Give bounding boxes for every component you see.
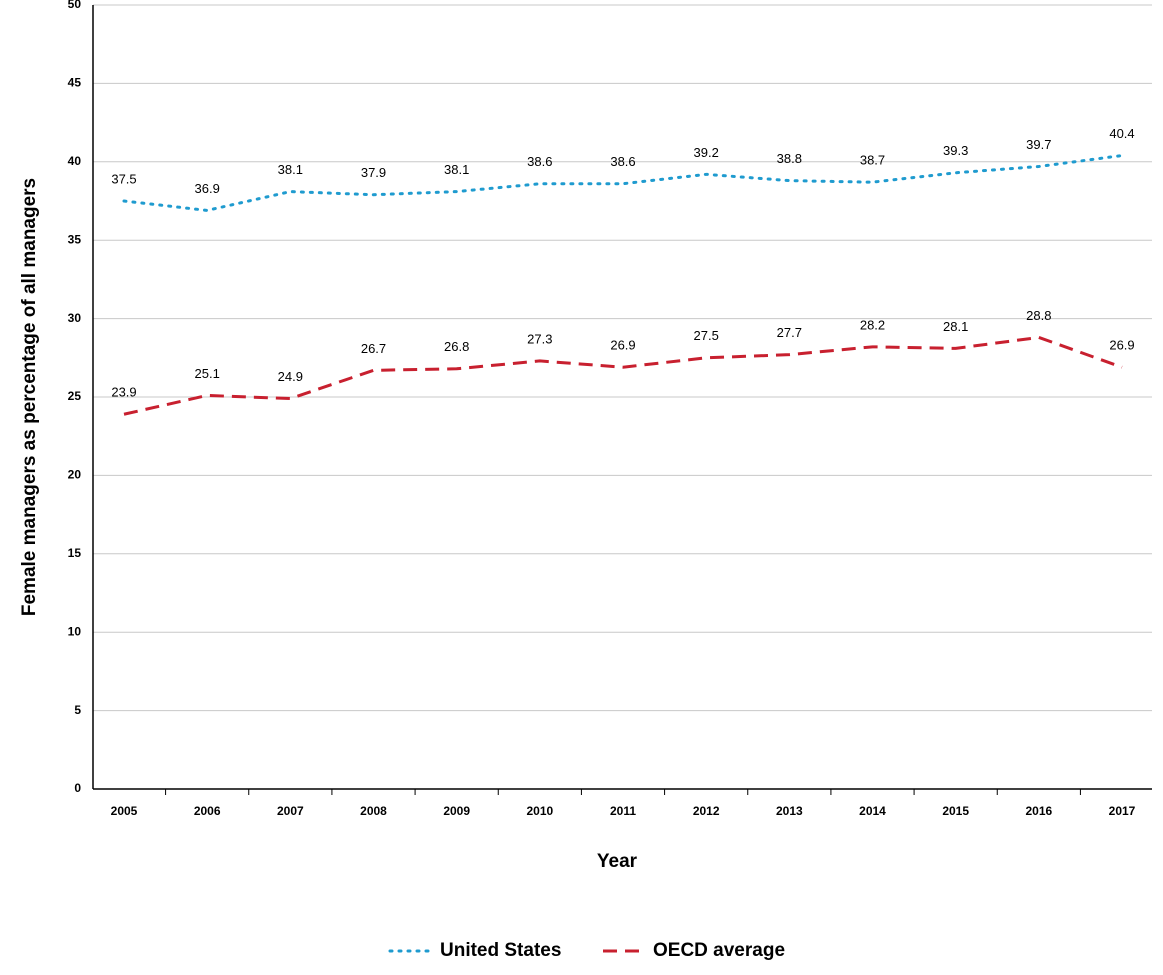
y-tick-label: 0 [74, 781, 81, 795]
data-label: 26.7 [361, 341, 386, 356]
data-label: 39.3 [943, 143, 968, 158]
y-tick-label: 40 [68, 154, 82, 168]
data-label: 24.9 [278, 369, 303, 384]
data-label: 40.4 [1109, 126, 1134, 141]
y-tick-label: 30 [68, 311, 82, 325]
x-tick-label: 2017 [1109, 804, 1136, 818]
data-label: 27.5 [694, 328, 719, 343]
data-label: 26.9 [1109, 338, 1134, 353]
data-label: 36.9 [195, 181, 220, 196]
data-label: 37.9 [361, 165, 386, 180]
data-label: 38.7 [860, 153, 885, 168]
x-tick-label: 2009 [443, 804, 470, 818]
data-label: 37.5 [111, 171, 136, 186]
y-tick-label: 20 [68, 468, 82, 482]
x-tick-label: 2010 [526, 804, 553, 818]
data-label: 27.7 [777, 325, 802, 340]
x-tick-label: 2012 [693, 804, 720, 818]
series-line [122, 154, 1124, 212]
data-label: 28.8 [1026, 308, 1051, 323]
legend-label: OECD average [653, 940, 785, 961]
x-tick-label: 2006 [194, 804, 221, 818]
x-tick-label: 2015 [942, 804, 969, 818]
x-tick-label: 2013 [776, 804, 803, 818]
x-tick-label: 2014 [859, 804, 886, 818]
y-tick-label: 15 [68, 546, 82, 560]
data-label: 38.8 [777, 151, 802, 166]
data-label: 27.3 [527, 331, 552, 346]
y-axis-label: Female managers as percentage of all man… [19, 178, 40, 616]
data-label: 26.8 [444, 339, 469, 354]
data-label: 28.2 [860, 317, 885, 332]
y-tick-label: 45 [68, 76, 82, 90]
y-tick-label: 35 [68, 232, 82, 246]
data-label: 26.9 [610, 338, 635, 353]
data-label: 38.1 [278, 162, 303, 177]
x-tick-label: 2007 [277, 804, 304, 818]
x-tick-label: 2005 [111, 804, 138, 818]
data-label: 39.2 [694, 145, 719, 160]
data-label: 38.1 [444, 162, 469, 177]
data-label: 23.9 [111, 385, 136, 400]
x-tick-label: 2008 [360, 804, 387, 818]
data-label: 38.6 [610, 154, 635, 169]
y-tick-label: 5 [74, 703, 81, 717]
series-line [123, 335, 1123, 416]
y-tick-label: 10 [68, 624, 82, 638]
legend-label: United States [440, 940, 561, 961]
data-label: 39.7 [1026, 137, 1051, 152]
data-label: 28.1 [943, 319, 968, 334]
y-tick-label: 50 [68, 0, 82, 11]
x-axis-label: Year [597, 851, 638, 872]
x-tick-label: 2011 [610, 804, 636, 818]
y-tick-label: 25 [68, 389, 82, 403]
x-tick-label: 2016 [1025, 804, 1052, 818]
data-label: 25.1 [195, 366, 220, 381]
data-label: 38.6 [527, 154, 552, 169]
